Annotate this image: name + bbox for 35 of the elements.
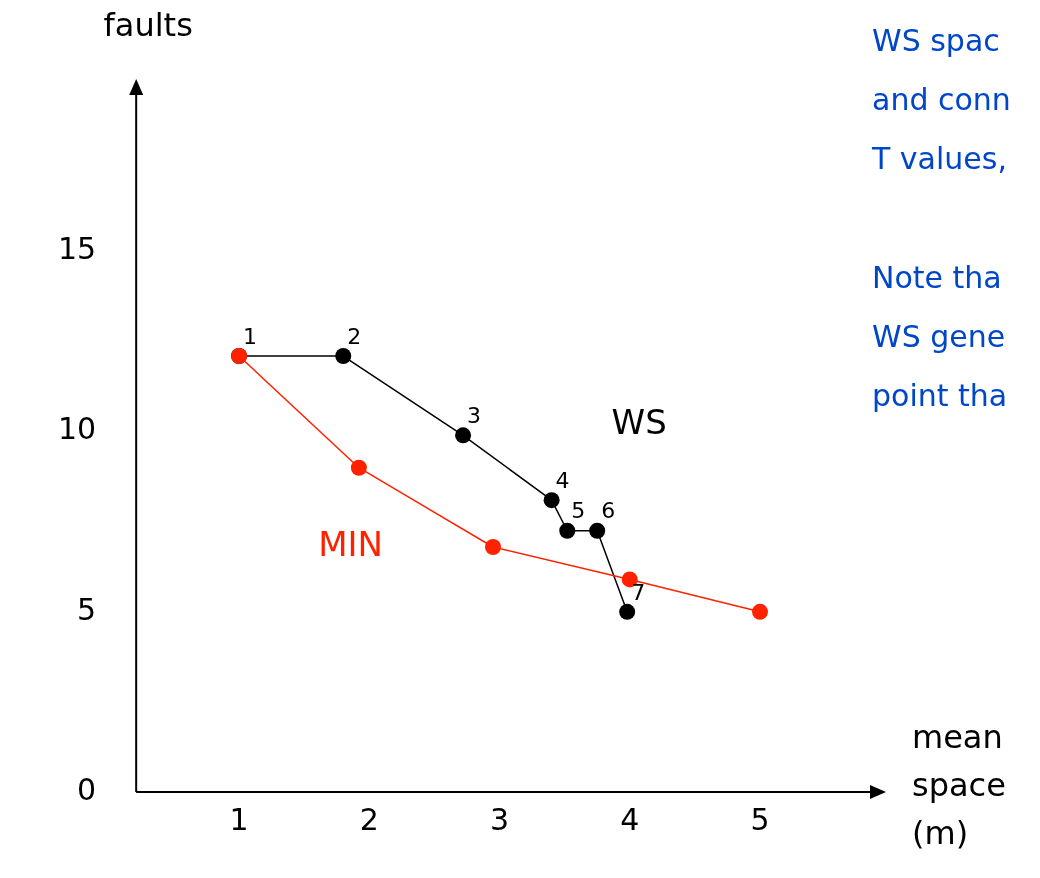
annotation: WS gene bbox=[872, 318, 1006, 354]
point bbox=[335, 348, 352, 365]
annotation: 3 bbox=[467, 403, 482, 429]
annotation: 1 bbox=[243, 323, 258, 349]
text: WS bbox=[611, 401, 667, 442]
point bbox=[350, 459, 367, 476]
annotation: and conn bbox=[872, 81, 1011, 117]
x-axis-title: mean space (m) bbox=[912, 718, 1006, 853]
annotation: Note tha bbox=[872, 259, 1002, 295]
annotation: 5 bbox=[571, 498, 586, 524]
point bbox=[619, 603, 636, 620]
annotation: 2 bbox=[347, 323, 362, 349]
point bbox=[589, 522, 606, 539]
x-tick-label: 3 bbox=[489, 801, 510, 837]
annotation: T values, bbox=[871, 140, 1007, 176]
annotation: point tha bbox=[872, 377, 1008, 413]
text: WS spac bbox=[872, 22, 1000, 58]
point bbox=[455, 427, 472, 444]
y-tick-label: 5 bbox=[77, 591, 97, 627]
point bbox=[485, 538, 502, 555]
annotation: 6 bbox=[601, 498, 616, 524]
y-tick-label: 0 bbox=[77, 771, 97, 807]
y-axis-title: faults bbox=[103, 6, 193, 45]
point bbox=[559, 522, 576, 539]
point bbox=[543, 492, 560, 509]
annotation: 4 bbox=[555, 467, 570, 493]
x-tick-label: 5 bbox=[750, 801, 770, 837]
series-label: MIN bbox=[318, 523, 384, 564]
annotation: 7 bbox=[631, 579, 646, 605]
y-tick-label: 10 bbox=[57, 411, 97, 447]
point bbox=[752, 603, 768, 620]
x-tick-label: 1 bbox=[229, 801, 249, 837]
x-tick-label: 2 bbox=[359, 801, 379, 837]
y-tick-label: 15 bbox=[57, 231, 97, 267]
x-tick-label: 4 bbox=[620, 801, 640, 837]
